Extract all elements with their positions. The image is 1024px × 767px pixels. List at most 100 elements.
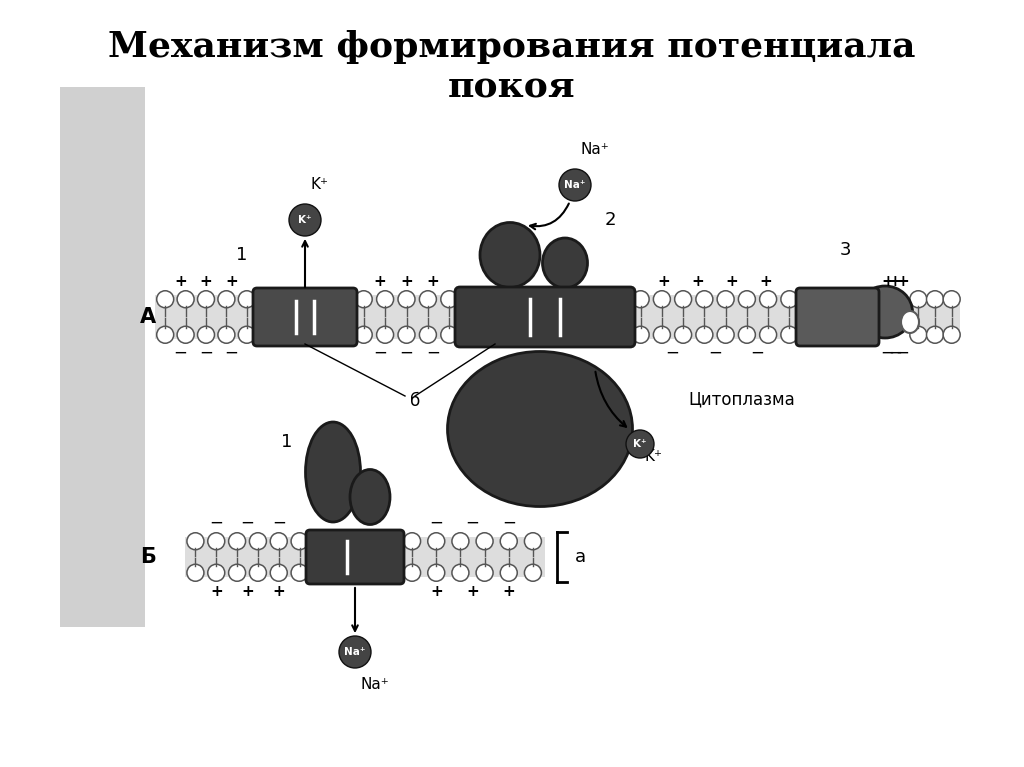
Text: б: б <box>410 392 420 410</box>
Circle shape <box>218 326 234 344</box>
Text: +: + <box>691 274 705 288</box>
Circle shape <box>626 430 654 458</box>
Circle shape <box>476 533 494 550</box>
Text: +: + <box>503 584 515 598</box>
Text: 2: 2 <box>605 211 616 229</box>
Text: −: − <box>209 514 223 532</box>
Text: Цитоплазма: Цитоплазма <box>688 390 795 408</box>
FancyBboxPatch shape <box>253 288 357 346</box>
FancyBboxPatch shape <box>796 288 879 346</box>
Circle shape <box>675 291 691 308</box>
Circle shape <box>398 291 415 308</box>
Ellipse shape <box>543 238 588 288</box>
Text: Механизм формирования потенциала: Механизм формирования потенциала <box>109 30 915 64</box>
Circle shape <box>910 291 927 308</box>
Circle shape <box>717 291 734 308</box>
Bar <box>155 295 257 339</box>
Text: −: − <box>241 514 254 532</box>
Bar <box>353 295 460 339</box>
Text: +: + <box>210 584 222 598</box>
Circle shape <box>377 291 393 308</box>
Circle shape <box>355 291 372 308</box>
Text: K⁺: K⁺ <box>645 449 663 464</box>
Bar <box>60 427 145 627</box>
Circle shape <box>781 326 798 344</box>
Bar <box>400 537 545 577</box>
Circle shape <box>250 533 266 550</box>
Circle shape <box>501 533 517 550</box>
Text: 3: 3 <box>840 241 851 259</box>
Circle shape <box>632 291 649 308</box>
Circle shape <box>675 326 691 344</box>
Text: K⁺: K⁺ <box>298 215 311 225</box>
Circle shape <box>291 533 308 550</box>
Circle shape <box>228 565 246 581</box>
Circle shape <box>559 169 591 201</box>
Text: Na⁺: Na⁺ <box>360 677 389 692</box>
Text: −: − <box>399 344 414 362</box>
Circle shape <box>291 565 308 581</box>
Circle shape <box>198 326 214 344</box>
Text: +: + <box>726 274 738 288</box>
Circle shape <box>218 291 234 308</box>
Text: −: − <box>896 344 909 362</box>
Bar <box>60 87 145 567</box>
Circle shape <box>420 291 436 308</box>
Circle shape <box>943 291 961 308</box>
Circle shape <box>452 565 469 581</box>
Circle shape <box>420 326 436 344</box>
Circle shape <box>524 565 542 581</box>
Circle shape <box>250 565 266 581</box>
Ellipse shape <box>305 422 360 522</box>
Circle shape <box>696 291 713 308</box>
Text: −: − <box>666 344 680 362</box>
Ellipse shape <box>857 286 912 338</box>
Circle shape <box>289 204 321 236</box>
Circle shape <box>440 326 458 344</box>
Circle shape <box>239 291 255 308</box>
Circle shape <box>270 533 288 550</box>
Text: +: + <box>400 274 413 288</box>
Text: +: + <box>427 274 439 288</box>
Bar <box>910 295 961 339</box>
Circle shape <box>632 326 649 344</box>
Bar <box>185 537 310 577</box>
Text: −: − <box>199 344 213 362</box>
Circle shape <box>653 291 671 308</box>
Text: +: + <box>657 274 671 288</box>
Circle shape <box>760 291 776 308</box>
Circle shape <box>208 565 224 581</box>
Circle shape <box>501 565 517 581</box>
Ellipse shape <box>480 222 540 288</box>
Circle shape <box>476 565 494 581</box>
Circle shape <box>781 291 798 308</box>
Circle shape <box>398 326 415 344</box>
Circle shape <box>270 565 288 581</box>
Text: +: + <box>200 274 212 288</box>
Text: −: − <box>429 514 443 532</box>
Text: −: − <box>708 344 722 362</box>
Circle shape <box>760 326 776 344</box>
Circle shape <box>943 326 961 344</box>
Circle shape <box>157 291 174 308</box>
Circle shape <box>428 533 444 550</box>
Circle shape <box>228 533 246 550</box>
Ellipse shape <box>901 311 919 333</box>
Circle shape <box>738 326 756 344</box>
Circle shape <box>717 326 734 344</box>
Text: +: + <box>241 584 254 598</box>
Text: +: + <box>760 274 772 288</box>
Text: −: − <box>502 514 516 532</box>
Circle shape <box>377 326 393 344</box>
Text: 1: 1 <box>281 433 292 451</box>
Circle shape <box>428 565 444 581</box>
Circle shape <box>927 326 943 344</box>
Text: −: − <box>224 344 239 362</box>
Circle shape <box>187 565 204 581</box>
Ellipse shape <box>447 351 633 506</box>
Circle shape <box>403 533 421 550</box>
Circle shape <box>198 291 214 308</box>
Circle shape <box>653 326 671 344</box>
Text: −: − <box>373 344 387 362</box>
Text: 1: 1 <box>236 246 247 264</box>
